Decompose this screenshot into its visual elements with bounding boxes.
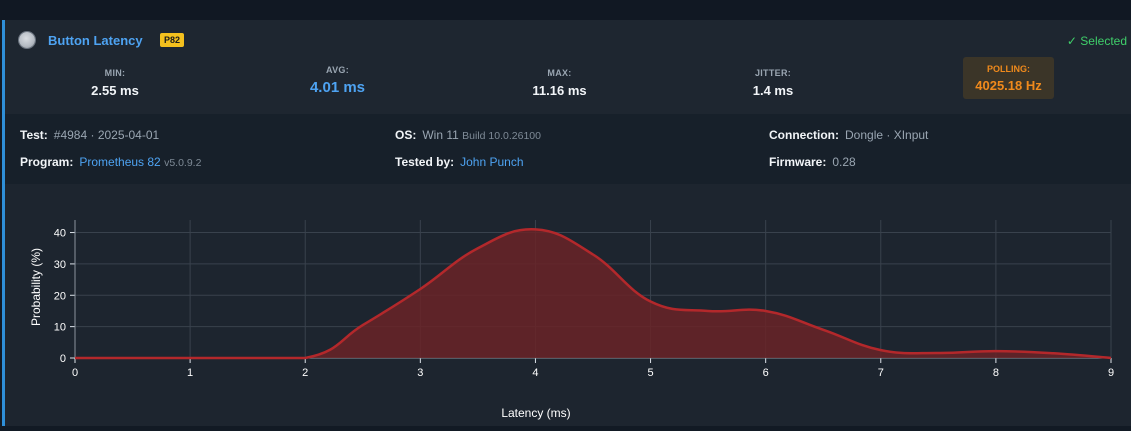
- x-tick-label: 5: [647, 367, 653, 379]
- info-os-value: Win 11: [422, 128, 459, 142]
- stat-min: MIN: 2.55 ms: [70, 68, 160, 98]
- test-info: Test: #4984 · 2025-04-01 Program: Promethe…: [5, 114, 1131, 184]
- stat-min-label: MIN:: [104, 68, 126, 78]
- stat-jitter-label: JITTER:: [754, 68, 792, 78]
- stat-avg-value: 4.01 ms: [309, 79, 366, 96]
- info-program: Program: Prometheus 82 v5.0.9.2: [20, 155, 201, 169]
- stat-min-value: 2.55 ms: [91, 83, 139, 98]
- polling-label: POLLING:: [987, 64, 1030, 74]
- x-tick-label: 0: [72, 367, 78, 379]
- latency-chart-svg: 0 1 2 3 4 5 6 7 8 9 0 10 20 30 40 Latency (ms) Probabi…: [29, 220, 1114, 420]
- info-firmware-label: Firmware:: [769, 155, 827, 169]
- info-program-version: v5.0.9.2: [164, 157, 202, 169]
- stat-jitter-value: 1.4 ms: [752, 83, 794, 98]
- polling-value: 4025.18 Hz: [975, 78, 1042, 93]
- info-test-value: #4984 · 2025-04-01: [53, 128, 160, 142]
- info-tested-by-link[interactable]: John Punch: [460, 155, 524, 169]
- info-test-label: Test:: [20, 128, 48, 142]
- info-program-link[interactable]: Prometheus 82: [79, 155, 161, 169]
- info-connection: Connection: Dongle · XInput: [769, 128, 928, 142]
- x-tick-label: 9: [1108, 367, 1114, 379]
- polling-box: POLLING: 4025.18 Hz: [963, 57, 1054, 99]
- model-badge: P82: [160, 33, 185, 47]
- info-firmware-value: 0.28: [832, 155, 856, 169]
- info-connection-value: Dongle · XInput: [845, 128, 929, 142]
- latency-line: [75, 228, 1112, 360]
- x-tick-label: 1: [187, 367, 193, 379]
- x-tick-label: 7: [878, 367, 884, 379]
- y-tick-label: 10: [54, 322, 66, 334]
- stat-max-value: 11.16 ms: [532, 83, 587, 98]
- info-program-label: Program:: [20, 155, 74, 169]
- y-tick-label: 40: [54, 228, 66, 240]
- selected-status: ✓ Selected: [1066, 34, 1127, 48]
- info-connection-label: Connection:: [769, 128, 839, 142]
- stat-avg: AVG: 4.01 ms: [290, 65, 385, 96]
- info-tested-by-label: Tested by:: [395, 155, 455, 169]
- x-tick-label: 2: [302, 367, 308, 379]
- stat-max: MAX: 11.16 ms: [512, 68, 607, 98]
- card-header: Button Latency P82 ✓ Selected MIN: 2.55 …: [5, 20, 1131, 114]
- info-os-label: OS:: [395, 128, 417, 142]
- x-tick-label: 8: [993, 367, 999, 379]
- stat-avg-label: AVG:: [325, 65, 350, 75]
- stat-jitter: JITTER: 1.4 ms: [728, 68, 818, 98]
- info-os: OS: Win 11 Build 10.0.26100: [395, 128, 541, 142]
- y-tick-label: 20: [54, 290, 66, 302]
- info-test: Test: #4984 · 2025-04-01: [20, 128, 159, 142]
- info-tested-by: Tested by: John Punch: [395, 155, 524, 169]
- x-tick-label: 6: [763, 367, 769, 379]
- test-title[interactable]: Button Latency: [48, 33, 143, 48]
- x-tick-label: 4: [532, 367, 538, 379]
- info-os-build: Build 10.0.26100: [462, 130, 541, 142]
- y-tick-label: 0: [60, 353, 66, 365]
- y-axis-label: Probability (%): [29, 248, 43, 326]
- latency-area: [75, 229, 1111, 358]
- chart-series: [75, 228, 1112, 360]
- top-bar: [0, 0, 1131, 20]
- latency-chart: 0 1 2 3 4 5 6 7 8 9 0 10 20 30 40 Latency (ms) Probabi…: [5, 184, 1131, 426]
- select-radio[interactable]: [19, 32, 35, 48]
- test-result-card[interactable]: Button Latency P82 ✓ Selected MIN: 2.55 …: [2, 20, 1131, 426]
- x-axis-label: Latency (ms): [501, 406, 570, 420]
- stat-max-label: MAX:: [547, 68, 572, 78]
- info-firmware: Firmware: 0.28: [769, 155, 856, 169]
- y-tick-label: 30: [54, 259, 66, 271]
- x-tick-label: 3: [417, 367, 423, 379]
